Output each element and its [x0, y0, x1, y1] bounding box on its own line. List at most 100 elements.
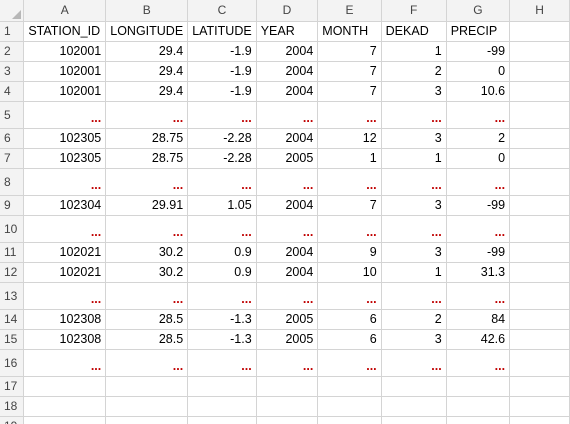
cell-b15[interactable]: 28.5 [105, 329, 189, 350]
column-header-d[interactable]: D [256, 0, 319, 22]
cell-b4[interactable]: 29.4 [105, 81, 189, 102]
cell-g8[interactable]: ... [446, 168, 511, 196]
cell-a16[interactable]: ... [23, 349, 107, 377]
cell-h1[interactable] [509, 21, 570, 42]
cell-d3[interactable]: 2004 [256, 61, 319, 82]
cell-c14[interactable]: -1.3 [187, 309, 257, 330]
row-header-8[interactable]: 8 [0, 168, 25, 196]
cell-f16[interactable]: ... [381, 349, 447, 377]
cell-c10[interactable]: ... [187, 215, 257, 243]
cell-f13[interactable]: ... [381, 282, 447, 310]
cell-e6[interactable]: 12 [317, 128, 382, 149]
cell-c8[interactable]: ... [187, 168, 257, 196]
cell-g11[interactable]: -99 [446, 242, 511, 263]
cell-d15[interactable]: 2005 [256, 329, 319, 350]
cell-b13[interactable]: ... [105, 282, 189, 310]
cell-e8[interactable]: ... [317, 168, 382, 196]
cell-a3[interactable]: 102001 [23, 61, 107, 82]
cell-f14[interactable]: 2 [381, 309, 447, 330]
cell-f4[interactable]: 3 [381, 81, 447, 102]
row-header-13[interactable]: 13 [0, 282, 25, 310]
cell-c9[interactable]: 1.05 [187, 195, 257, 216]
row-header-1[interactable]: 1 [0, 21, 25, 42]
cell-c13[interactable]: ... [187, 282, 257, 310]
cell-a9[interactable]: 102304 [23, 195, 107, 216]
cell-d5[interactable]: ... [256, 101, 319, 129]
column-header-f[interactable]: F [381, 0, 447, 22]
cell-c1[interactable]: LATITUDE [187, 21, 257, 42]
cell-f18[interactable] [381, 396, 447, 417]
row-header-19[interactable]: 19 [0, 416, 25, 424]
cell-a10[interactable]: ... [23, 215, 107, 243]
cell-c19[interactable] [187, 416, 257, 424]
cell-h9[interactable] [509, 195, 570, 216]
cell-h19[interactable] [509, 416, 570, 424]
cell-d8[interactable]: ... [256, 168, 319, 196]
cell-f2[interactable]: 1 [381, 41, 447, 62]
cell-d1[interactable]: YEAR [256, 21, 319, 42]
cell-a15[interactable]: 102308 [23, 329, 107, 350]
column-header-e[interactable]: E [317, 0, 382, 22]
cell-f10[interactable]: ... [381, 215, 447, 243]
cell-f7[interactable]: 1 [381, 148, 447, 169]
row-header-2[interactable]: 2 [0, 41, 25, 62]
cell-a2[interactable]: 102001 [23, 41, 107, 62]
cell-b8[interactable]: ... [105, 168, 189, 196]
cell-c18[interactable] [187, 396, 257, 417]
cell-f12[interactable]: 1 [381, 262, 447, 283]
row-header-12[interactable]: 12 [0, 262, 25, 283]
cell-f8[interactable]: ... [381, 168, 447, 196]
cell-h4[interactable] [509, 81, 570, 102]
cell-g15[interactable]: 42.6 [446, 329, 511, 350]
cell-c5[interactable]: ... [187, 101, 257, 129]
cell-d4[interactable]: 2004 [256, 81, 319, 102]
cell-h10[interactable] [509, 215, 570, 243]
cell-h3[interactable] [509, 61, 570, 82]
cell-g3[interactable]: 0 [446, 61, 511, 82]
cell-f19[interactable] [381, 416, 447, 424]
cell-a18[interactable] [23, 396, 107, 417]
cell-d14[interactable]: 2005 [256, 309, 319, 330]
cell-e15[interactable]: 6 [317, 329, 382, 350]
cell-f6[interactable]: 3 [381, 128, 447, 149]
cell-e19[interactable] [317, 416, 382, 424]
cell-b10[interactable]: ... [105, 215, 189, 243]
cell-c2[interactable]: -1.9 [187, 41, 257, 62]
cell-e1[interactable]: MONTH [317, 21, 382, 42]
cell-g14[interactable]: 84 [446, 309, 511, 330]
cell-b7[interactable]: 28.75 [105, 148, 189, 169]
row-header-18[interactable]: 18 [0, 396, 25, 417]
cell-a13[interactable]: ... [23, 282, 107, 310]
cell-c12[interactable]: 0.9 [187, 262, 257, 283]
row-header-15[interactable]: 15 [0, 329, 25, 350]
cell-d9[interactable]: 2004 [256, 195, 319, 216]
column-header-b[interactable]: B [105, 0, 189, 22]
cell-g16[interactable]: ... [446, 349, 511, 377]
cell-e10[interactable]: ... [317, 215, 382, 243]
cell-d19[interactable] [256, 416, 319, 424]
cell-a11[interactable]: 102021 [23, 242, 107, 263]
cell-e9[interactable]: 7 [317, 195, 382, 216]
cell-e16[interactable]: ... [317, 349, 382, 377]
column-header-h[interactable]: H [509, 0, 570, 22]
row-header-11[interactable]: 11 [0, 242, 25, 263]
cell-c17[interactable] [187, 376, 257, 397]
cell-b16[interactable]: ... [105, 349, 189, 377]
cell-f11[interactable]: 3 [381, 242, 447, 263]
cell-d13[interactable]: ... [256, 282, 319, 310]
cell-g10[interactable]: ... [446, 215, 511, 243]
cell-c16[interactable]: ... [187, 349, 257, 377]
cell-g18[interactable] [446, 396, 511, 417]
cell-a8[interactable]: ... [23, 168, 107, 196]
cell-e14[interactable]: 6 [317, 309, 382, 330]
cell-d11[interactable]: 2004 [256, 242, 319, 263]
cell-h15[interactable] [509, 329, 570, 350]
cell-f5[interactable]: ... [381, 101, 447, 129]
cell-d6[interactable]: 2004 [256, 128, 319, 149]
cell-g2[interactable]: -99 [446, 41, 511, 62]
cell-g6[interactable]: 2 [446, 128, 511, 149]
cell-b2[interactable]: 29.4 [105, 41, 189, 62]
cell-b18[interactable] [105, 396, 189, 417]
row-header-9[interactable]: 9 [0, 195, 25, 216]
cell-b17[interactable] [105, 376, 189, 397]
